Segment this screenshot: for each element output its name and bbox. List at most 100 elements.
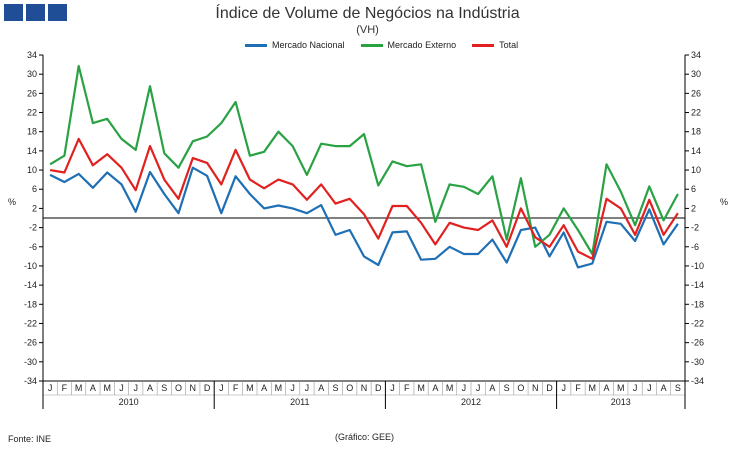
x-tick-label-year: 2011 bbox=[290, 397, 309, 407]
x-tick-label-month: J bbox=[647, 383, 652, 393]
x-tick-label-month: A bbox=[661, 383, 667, 393]
x-tick-label-month: F bbox=[62, 383, 68, 393]
x-tick-label-month: N bbox=[190, 383, 197, 393]
y-tick-label-left: -10 bbox=[24, 261, 37, 271]
y-tick-label-right: 30 bbox=[691, 69, 701, 79]
x-tick-label-month: S bbox=[675, 383, 681, 393]
chart-title: Índice de Volume de Negócios na Indústri… bbox=[215, 5, 520, 22]
x-tick-label-month: M bbox=[417, 383, 425, 393]
x-tick-label-year: 2013 bbox=[611, 397, 631, 407]
x-tick-label-month: O bbox=[346, 383, 353, 393]
x-tick-label-month: M bbox=[275, 383, 283, 393]
x-tick-label-month: S bbox=[161, 383, 167, 393]
credit-note: (Gráfico: GEE) bbox=[335, 432, 395, 442]
y-tick-label-left: 34 bbox=[27, 50, 37, 60]
gee-logo bbox=[4, 4, 67, 21]
y-tick-label-right: 14 bbox=[691, 146, 701, 156]
x-tick-label-month: A bbox=[604, 383, 610, 393]
x-tick-label-month: M bbox=[103, 383, 111, 393]
legend-label-total: Total bbox=[499, 40, 519, 50]
chart-legend: Mercado Nacional Mercado Externo Total bbox=[245, 40, 518, 50]
x-tick-label-year: 2012 bbox=[461, 397, 481, 407]
x-tick-label-month: M bbox=[589, 383, 597, 393]
y-tick-label-left: -26 bbox=[24, 338, 37, 348]
y-tick-label-left: -2 bbox=[29, 223, 37, 233]
legend-swatch-total bbox=[472, 43, 495, 47]
y-tick-label-left: 22 bbox=[27, 108, 37, 118]
legend-swatch-nacional bbox=[245, 43, 267, 47]
x-tick-label-month: O bbox=[517, 383, 524, 393]
x-tick-label-month: J bbox=[133, 383, 138, 393]
y-tick-label-right: -14 bbox=[691, 280, 704, 290]
x-tick-label-month: J bbox=[48, 383, 53, 393]
legend-item-nacional: Mercado Nacional bbox=[245, 40, 345, 50]
x-tick-label-month: A bbox=[261, 383, 267, 393]
y-tick-label-right: 26 bbox=[691, 88, 701, 98]
x-tick-label-month: J bbox=[462, 383, 467, 393]
y-tick-label-left: -30 bbox=[24, 357, 37, 367]
y-tick-label-right: -6 bbox=[691, 242, 699, 252]
x-tick-label-month: N bbox=[532, 383, 539, 393]
x-tick-label-month: F bbox=[575, 383, 581, 393]
legend-item-externo: Mercado Externo bbox=[360, 40, 457, 50]
x-tick-label-month: J bbox=[390, 383, 395, 393]
y-tick-label-left: -22 bbox=[24, 318, 37, 328]
x-tick-label-month: N bbox=[361, 383, 368, 393]
x-tick-label-month: M bbox=[446, 383, 454, 393]
y-tick-label-right: 10 bbox=[691, 165, 701, 175]
y-tick-label-right: 18 bbox=[691, 127, 701, 137]
x-tick-label-month: M bbox=[246, 383, 254, 393]
source-note: Fonte: INE bbox=[8, 434, 52, 444]
x-tick-label-month: J bbox=[305, 383, 310, 393]
series-line-mercado-externo bbox=[49, 64, 679, 256]
y-tick-label-right: 34 bbox=[691, 50, 701, 60]
y-tick-label-right: 6 bbox=[691, 184, 696, 194]
x-tick-label-month: D bbox=[546, 383, 553, 393]
y-tick-label-right: -2 bbox=[691, 223, 699, 233]
series-line-total bbox=[49, 137, 679, 260]
x-tick-label-month: J bbox=[290, 383, 295, 393]
y-tick-label-right: -22 bbox=[691, 318, 704, 328]
y-tick-label-right: -26 bbox=[691, 338, 704, 348]
x-tick-label-month: S bbox=[504, 383, 510, 393]
y-tick-label-left: 26 bbox=[27, 88, 37, 98]
x-tick-label-month: M bbox=[617, 383, 625, 393]
x-tick-label-month: J bbox=[633, 383, 638, 393]
logo-block-3 bbox=[48, 4, 67, 21]
x-tick-label-month: F bbox=[404, 383, 410, 393]
series-line-mercado-nacional bbox=[49, 166, 679, 269]
x-tick-label-month: A bbox=[90, 383, 96, 393]
y-tick-label-left: -18 bbox=[24, 299, 37, 309]
logo-block-2 bbox=[26, 4, 45, 21]
y-tick-label-left: 6 bbox=[32, 184, 37, 194]
y-tick-label-left: -14 bbox=[24, 280, 37, 290]
x-tick-label-month: A bbox=[432, 383, 438, 393]
x-tick-label-month: S bbox=[332, 383, 338, 393]
y-tick-label-left: -6 bbox=[29, 242, 37, 252]
y-tick-label-right: -30 bbox=[691, 357, 704, 367]
y-tick-label-left: -34 bbox=[24, 376, 37, 386]
x-tick-label-month: D bbox=[204, 383, 211, 393]
legend-label-externo: Mercado Externo bbox=[387, 40, 457, 50]
x-tick-label-year: 2010 bbox=[119, 397, 139, 407]
y-axis-unit-right: % bbox=[720, 197, 728, 207]
x-tick-label-month: J bbox=[561, 383, 566, 393]
x-tick-label-month: A bbox=[147, 383, 153, 393]
logo-block-1 bbox=[4, 4, 23, 21]
y-tick-label-right: 22 bbox=[691, 108, 701, 118]
legend-swatch-externo bbox=[360, 43, 383, 47]
x-tick-label-month: D bbox=[375, 383, 382, 393]
x-tick-label-month: J bbox=[119, 383, 124, 393]
y-tick-label-right: -34 bbox=[691, 376, 704, 386]
x-tick-label-month: O bbox=[175, 383, 182, 393]
y-tick-label-right: -18 bbox=[691, 299, 704, 309]
y-tick-label-left: 14 bbox=[27, 146, 37, 156]
x-tick-label-month: A bbox=[318, 383, 324, 393]
x-tick-label-month: J bbox=[219, 383, 224, 393]
y-axis-unit-left: % bbox=[8, 197, 16, 207]
y-tick-label-right: 2 bbox=[691, 203, 696, 213]
legend-label-nacional: Mercado Nacional bbox=[272, 40, 345, 50]
x-tick-label-month: A bbox=[489, 383, 495, 393]
legend-item-total: Total bbox=[472, 40, 518, 50]
